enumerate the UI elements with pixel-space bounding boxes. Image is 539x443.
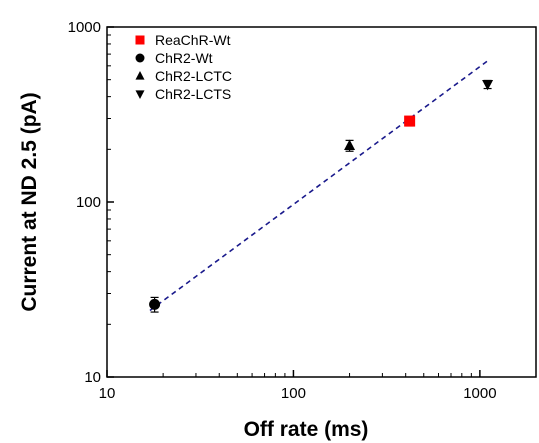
legend-label: ReaChR-Wt — [155, 32, 231, 48]
legend-marker — [135, 71, 145, 80]
legend-label: ChR2-LCTS — [155, 86, 231, 102]
fit-line — [149, 60, 489, 312]
y-axis-title: Current at ND 2.5 (pA) — [18, 92, 41, 311]
plot-area — [149, 60, 494, 313]
x-tick-label: 1000 — [463, 385, 496, 402]
y-tick-label: 10 — [84, 369, 101, 386]
legend-label: ChR2-LCTC — [155, 68, 232, 84]
data-point-chr2-lcts — [482, 79, 494, 91]
y-tick-label: 100 — [76, 194, 101, 211]
data-point-reachr-wt — [404, 115, 416, 127]
legend-marker — [135, 35, 145, 45]
axes: 10 100 1000 10 100 1000 — [68, 19, 537, 402]
data-point-chr2-wt — [149, 298, 161, 310]
x-tick-label: 10 — [99, 385, 116, 402]
y-tick-label: 1000 — [68, 19, 101, 36]
legend-marker — [135, 90, 145, 99]
legend-marker — [135, 53, 145, 63]
legend-label: ChR2-Wt — [155, 50, 213, 66]
legend: ReaChR-Wt ChR2-Wt ChR2-LCTC ChR2-LCTS — [135, 32, 232, 102]
data-point-chr2-lctc — [344, 139, 356, 151]
x-tick-label: 100 — [281, 385, 306, 402]
x-axis-title: Off rate (ms) — [244, 418, 369, 441]
